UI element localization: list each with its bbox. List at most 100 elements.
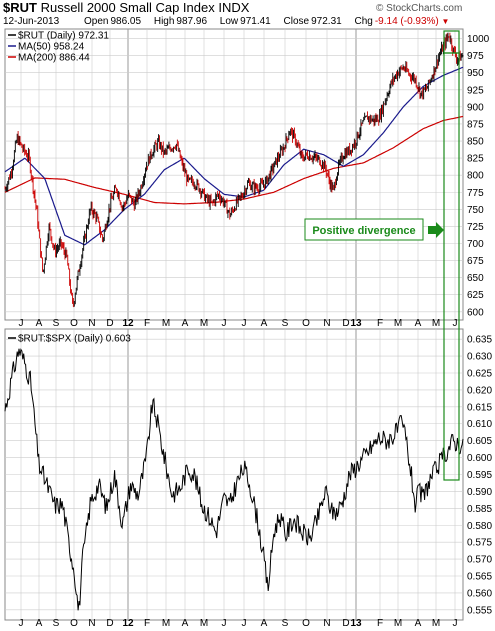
lower-x-tick-label: J <box>222 618 227 629</box>
chart-title: $RUT Russell 2000 Small Cap Index INDX <box>3 0 249 15</box>
chg-label: Chg <box>354 16 373 27</box>
lower-x-tick-label: M <box>200 618 208 629</box>
upper-x-tick-label: F <box>144 318 150 329</box>
lower-x-tick-label: D <box>342 618 349 629</box>
upper-x-tick-label: D <box>106 318 113 329</box>
upper-x-tick-label: M <box>432 318 440 329</box>
legend-ma200: MA(200) 886.44 <box>18 53 90 64</box>
upper-y-tick-label: 825 <box>467 154 484 165</box>
low-value: 971.41 <box>240 16 271 27</box>
upper-x-tick-label: M <box>200 318 208 329</box>
lower-y-tick-label: 0.595 <box>467 470 492 481</box>
upper-y-tick-label: 900 <box>467 102 484 113</box>
lower-y-tick-label: 0.590 <box>467 487 492 498</box>
annotation-text: Positive divergence <box>312 225 415 237</box>
lower-x-tick-label: N <box>323 618 330 629</box>
upper-x-tick-label: O <box>70 318 78 329</box>
lower-x-tick-label: A <box>182 618 189 629</box>
upper-x-tick-label: A <box>36 318 43 329</box>
lower-y-tick-label: 0.630 <box>467 352 492 363</box>
upper-x-tick-label: A <box>182 318 189 329</box>
upper-y-tick-label: 850 <box>467 137 484 148</box>
upper-y-tick-label: 675 <box>467 256 484 267</box>
upper-x-tick-label: D <box>342 318 349 329</box>
upper-y-tick-label: 950 <box>467 68 484 79</box>
upper-y-tick-label: 750 <box>467 205 484 216</box>
lower-y-tick-label: 0.625 <box>467 368 492 379</box>
lower-x-tick-label: A <box>261 618 268 629</box>
lower-x-tick-label: S <box>282 618 289 629</box>
upper-x-tick-label: N <box>88 318 95 329</box>
lower-y-tick-label: 0.585 <box>467 504 492 515</box>
high-value: 987.96 <box>176 16 208 27</box>
lower-x-tick-label: S <box>53 618 60 629</box>
lower-x-tick-label: F <box>377 618 383 629</box>
lower-y-tick-label: 0.555 <box>467 605 492 616</box>
exchange: INDX <box>218 0 250 15</box>
upper-x-tick-label: A <box>261 318 268 329</box>
lower-x-tick-label: O <box>302 618 310 629</box>
ma50-line <box>4 66 464 246</box>
down-arrow-icon: ▼ <box>441 17 450 26</box>
upper-x-tick-label: J <box>222 318 227 329</box>
lower-y-tick-label: 0.610 <box>467 419 492 430</box>
lower-x-tick-label: N <box>88 618 95 629</box>
upper-y-tick-label: 625 <box>467 290 484 301</box>
upper-y-tick-label: 775 <box>467 188 484 199</box>
lower-x-tick-label: 12 <box>122 618 134 629</box>
high-label: High <box>153 16 175 27</box>
upper-x-tick-label: J <box>242 318 247 329</box>
upper-panel-frame <box>4 28 464 321</box>
lower-y-tick-label: 0.570 <box>467 555 492 566</box>
legend-price: $RUT (Daily) 972.31 <box>18 31 109 42</box>
lower-y-tick-label: 0.620 <box>467 385 492 396</box>
lower-y-tick-label: 0.575 <box>467 538 492 549</box>
upper-y-tick-label: 600 <box>467 307 484 318</box>
annotation-box <box>304 218 424 241</box>
right-arrow-icon <box>428 222 444 238</box>
upper-y-tick-label: 800 <box>467 171 484 182</box>
ratio-line <box>4 348 464 611</box>
divergence-box-lower <box>443 52 460 481</box>
lower-x-tick-label: M <box>432 618 440 629</box>
ma200-line <box>4 115 464 205</box>
lower-y-tick-label: 0.615 <box>467 402 492 413</box>
upper-x-tick-label: S <box>282 318 289 329</box>
legend-ratio: $RUT:$SPX (Daily) 0.603 <box>18 334 131 345</box>
lower-x-tick-label: D <box>106 618 113 629</box>
lower-x-tick-label: M <box>162 618 170 629</box>
upper-y-tick-label: 1000 <box>467 34 490 45</box>
upper-y-tick-label: 925 <box>467 85 484 96</box>
open-label: Open <box>84 16 109 27</box>
open-value: 986.05 <box>110 16 142 27</box>
upper-y-tick-label: 975 <box>467 51 484 62</box>
upper-y-tick-label: 700 <box>467 239 484 250</box>
close-label: Close <box>283 16 310 27</box>
lower-y-tick-label: 0.560 <box>467 588 492 599</box>
lower-x-tick-label: J <box>19 618 24 629</box>
lower-y-tick-label: 0.605 <box>467 436 492 447</box>
symbol: $RUT <box>3 0 37 15</box>
upper-y-tick-label: 725 <box>467 222 484 233</box>
lower-y-tick-label: 0.600 <box>467 453 492 464</box>
close-value: 972.31 <box>311 16 342 27</box>
legend-ma50: MA(50) 958.24 <box>18 42 85 53</box>
chart-date: 12-Jun-2013 <box>3 16 60 27</box>
upper-x-tick-label: S <box>53 318 60 329</box>
lower-x-tick-label: J <box>453 618 458 629</box>
low-label: Low <box>219 16 239 27</box>
upper-x-tick-label: 12 <box>122 318 134 329</box>
upper-x-tick-label: J <box>453 318 458 329</box>
lower-y-tick-label: 0.635 <box>467 335 492 346</box>
chg-value: -9.14 (-0.93%) <box>374 16 439 27</box>
upper-x-tick-label: M <box>162 318 170 329</box>
copyright: © StockCharts.com <box>376 3 463 14</box>
upper-x-tick-label: A <box>415 318 422 329</box>
lower-x-tick-label: A <box>415 618 422 629</box>
quote-line: Open 986.05 High 987.96 Low 971.41 Close 972… <box>84 16 449 27</box>
lower-x-tick-label: M <box>394 618 402 629</box>
index-name: Russell 2000 Small Cap Index <box>40 0 215 15</box>
upper-x-tick-label: O <box>302 318 310 329</box>
lower-x-tick-label: A <box>36 618 43 629</box>
